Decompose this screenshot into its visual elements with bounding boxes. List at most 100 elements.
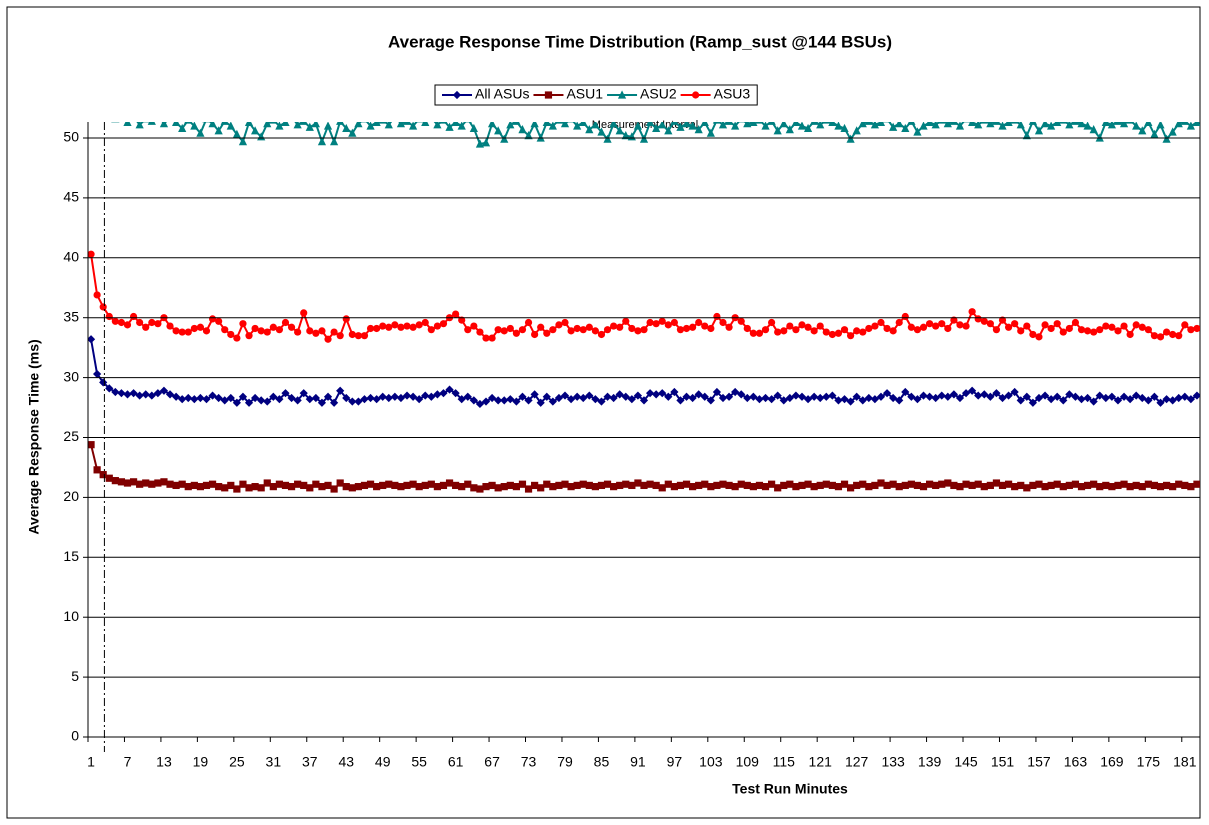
marker: [773, 126, 782, 135]
marker: [767, 122, 776, 125]
marker: [421, 481, 429, 490]
marker: [88, 335, 96, 344]
marker: [506, 122, 515, 129]
marker: [816, 322, 824, 330]
marker: [1113, 122, 1123, 125]
marker: [591, 483, 599, 491]
marker: [117, 389, 126, 398]
marker: [603, 326, 612, 334]
x-tick-label: 19: [193, 754, 209, 770]
marker: [336, 479, 344, 487]
marker: [512, 329, 520, 337]
marker: [719, 318, 727, 327]
marker: [998, 393, 1007, 403]
marker: [658, 484, 666, 492]
marker: [645, 389, 655, 398]
marker: [664, 480, 672, 488]
marker: [737, 480, 745, 488]
marker: [1156, 483, 1165, 491]
marker: [105, 312, 113, 321]
marker: [998, 481, 1007, 490]
marker: [318, 327, 326, 335]
marker: [876, 392, 886, 401]
marker: [712, 122, 722, 124]
marker: [1029, 330, 1037, 339]
marker: [300, 309, 308, 317]
marker: [761, 393, 770, 403]
marker: [992, 122, 1001, 125]
marker: [853, 481, 861, 490]
marker: [476, 485, 484, 493]
marker: [1168, 396, 1177, 405]
marker: [93, 466, 101, 474]
x-tick-label: 181: [1173, 754, 1197, 770]
marker: [226, 122, 235, 130]
marker: [938, 320, 946, 328]
marker: [1107, 392, 1116, 401]
marker: [955, 393, 965, 403]
marker: [141, 122, 150, 123]
marker: [221, 326, 229, 334]
marker: [470, 484, 478, 492]
legend-label: ASU2: [640, 86, 677, 102]
marker: [481, 138, 491, 147]
marker: [768, 480, 776, 488]
marker: [579, 480, 587, 488]
marker: [214, 393, 223, 403]
marker: [148, 480, 156, 488]
marker: [834, 483, 843, 491]
marker: [992, 389, 1001, 398]
marker: [852, 126, 861, 135]
marker: [1126, 483, 1134, 491]
x-tick-label: 157: [1027, 754, 1051, 770]
marker: [688, 393, 697, 403]
marker: [257, 327, 265, 335]
marker: [281, 318, 290, 327]
marker: [707, 324, 715, 333]
marker: [184, 328, 192, 336]
marker: [913, 395, 922, 404]
marker: [1175, 480, 1183, 488]
marker: [768, 318, 776, 327]
marker: [215, 317, 223, 325]
marker: [713, 312, 721, 321]
marker: [427, 326, 435, 334]
marker: [670, 483, 678, 491]
marker: [780, 327, 788, 335]
x-tick-label: 79: [557, 754, 573, 770]
marker: [1071, 318, 1080, 327]
marker: [117, 318, 126, 327]
marker: [1138, 393, 1147, 403]
marker: [178, 480, 186, 488]
marker: [858, 396, 867, 405]
marker: [937, 122, 946, 124]
marker: [196, 393, 205, 403]
marker: [317, 136, 327, 146]
marker: [603, 392, 612, 401]
marker: [354, 332, 363, 340]
marker: [1077, 122, 1086, 128]
marker: [482, 334, 490, 342]
marker: [524, 485, 533, 493]
marker: [792, 483, 800, 491]
x-tick-label: 13: [156, 754, 172, 770]
marker: [506, 481, 514, 490]
marker: [737, 122, 746, 123]
marker: [968, 481, 976, 490]
marker: [299, 122, 308, 125]
marker: [530, 122, 539, 128]
marker: [257, 396, 266, 405]
x-tick-label: 139: [918, 754, 942, 770]
marker: [105, 474, 113, 482]
marker: [275, 395, 284, 404]
marker: [123, 321, 132, 329]
marker: [445, 479, 454, 487]
marker: [561, 318, 569, 327]
marker: [646, 318, 654, 327]
marker: [148, 318, 156, 327]
marker: [111, 122, 120, 123]
marker: [828, 122, 837, 127]
marker: [555, 321, 563, 329]
marker: [202, 122, 211, 123]
marker: [311, 122, 320, 128]
